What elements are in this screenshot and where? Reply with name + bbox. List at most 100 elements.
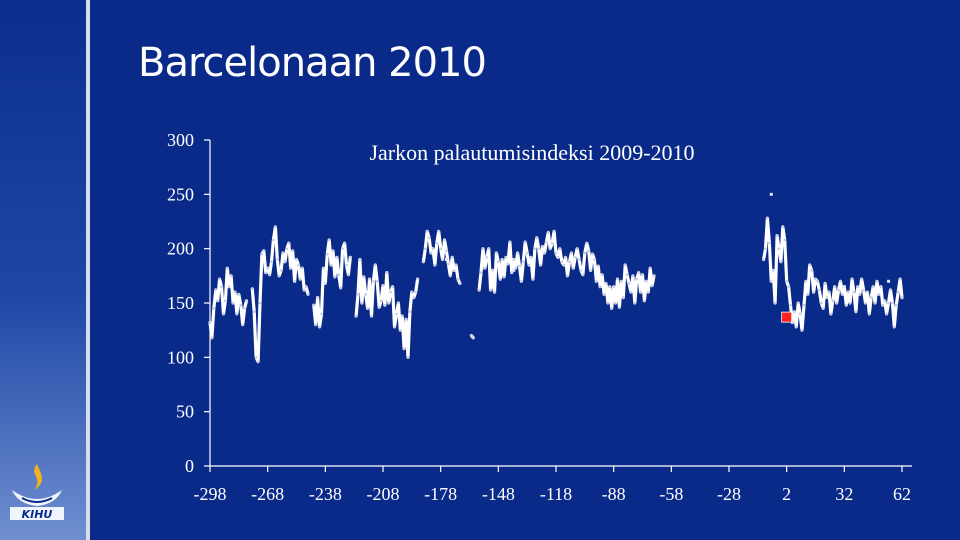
- y-tick-label: 50: [176, 402, 194, 422]
- data-point: [770, 280, 773, 283]
- data-point: [412, 296, 416, 299]
- data-point: [579, 269, 583, 272]
- data-point: [287, 241, 291, 245]
- data-point: [306, 293, 310, 296]
- data-point: [414, 290, 418, 294]
- data-point: [454, 263, 458, 267]
- data-point: [558, 247, 562, 250]
- data-point: [825, 296, 829, 299]
- y-tick-label: 250: [167, 184, 194, 204]
- data-point: [529, 256, 533, 259]
- data-point: [577, 258, 581, 261]
- data-point: [312, 303, 316, 307]
- data-point: [427, 236, 431, 240]
- data-point: [374, 263, 377, 267]
- kihu-logo: KIHU: [10, 464, 64, 521]
- data-point: [516, 251, 519, 255]
- data-point: [597, 264, 600, 268]
- data-point: [335, 256, 339, 259]
- data-point: [877, 293, 881, 296]
- data-point: [831, 299, 835, 303]
- data-point: [291, 249, 295, 253]
- data-point: [862, 288, 865, 292]
- data-point: [525, 251, 529, 255]
- data-point: [812, 290, 815, 294]
- data-point: [241, 323, 244, 327]
- data-point: [766, 216, 769, 220]
- data-point: [222, 312, 225, 316]
- data-point: [297, 263, 300, 267]
- data-point: [404, 318, 408, 321]
- data-point: [266, 266, 270, 270]
- outlier-point: [769, 192, 773, 196]
- data-point: [293, 280, 296, 283]
- data-point: [439, 247, 443, 250]
- data-point: [510, 271, 514, 274]
- data-point: [520, 280, 523, 283]
- data-point: [379, 299, 383, 303]
- data-point: [337, 273, 341, 277]
- data-point: [891, 301, 894, 305]
- data-point: [885, 312, 888, 316]
- data-point: [500, 258, 504, 261]
- y-tick-label: 300: [167, 130, 194, 150]
- data-point: [587, 249, 590, 253]
- data-point: [623, 263, 627, 267]
- data-point: [845, 303, 848, 307]
- data-point: [893, 325, 896, 329]
- data-point: [554, 251, 558, 255]
- data-point: [631, 274, 635, 278]
- data-point: [333, 275, 337, 279]
- data-point: [775, 234, 779, 237]
- data-point: [341, 247, 344, 250]
- x-tick-label: -178: [424, 484, 457, 504]
- data-point: [854, 310, 858, 314]
- outlier-point: [842, 285, 846, 289]
- data-point: [793, 310, 796, 314]
- data-point: [818, 288, 821, 292]
- x-tick-label: -238: [309, 484, 342, 504]
- data-point: [802, 303, 806, 307]
- data-point: [858, 293, 861, 296]
- data-point: [871, 285, 875, 289]
- data-point: [239, 303, 243, 307]
- data-point: [835, 301, 838, 305]
- x-ticks: -298 -268 -238 -208 -178 -148 -118 -88 -58 -28 2 32…: [194, 466, 911, 504]
- data-point: [279, 269, 283, 272]
- slide-title: Barcelonaan 2010: [138, 40, 487, 86]
- data-point: [585, 241, 589, 245]
- data-point: [387, 301, 391, 305]
- data-point: [848, 301, 852, 305]
- data-point: [868, 312, 871, 316]
- data-point: [276, 258, 279, 261]
- data-point: [285, 247, 289, 250]
- data-point: [458, 282, 462, 285]
- data-point: [381, 284, 385, 287]
- data-point: [318, 325, 321, 329]
- y-ticks: 0 50 100 150 200 250 300: [167, 130, 210, 476]
- data-point: [821, 307, 825, 310]
- data-point: [883, 299, 886, 303]
- y-tick-label: 200: [167, 239, 194, 259]
- data-point: [422, 260, 425, 264]
- x-tick-label: -28: [717, 484, 741, 504]
- data-point: [612, 285, 615, 289]
- y-tick-label: 0: [185, 456, 194, 476]
- x-tick-label: 2: [782, 484, 791, 504]
- data-point: [572, 266, 575, 270]
- data-point: [406, 356, 410, 359]
- data-point: [327, 238, 331, 242]
- data-point: [600, 273, 604, 277]
- x-tick-label: -268: [251, 484, 284, 504]
- data-point: [804, 280, 808, 283]
- data-point: [289, 266, 293, 270]
- x-tick-label: -118: [540, 484, 572, 504]
- data-point: [358, 258, 362, 261]
- data-point: [539, 263, 542, 267]
- data-point: [220, 285, 223, 289]
- data-point: [589, 269, 592, 272]
- data-point: [779, 260, 783, 264]
- highlight-layer: [781, 311, 793, 323]
- sidebar-divider: [86, 0, 90, 540]
- data-point: [606, 301, 610, 305]
